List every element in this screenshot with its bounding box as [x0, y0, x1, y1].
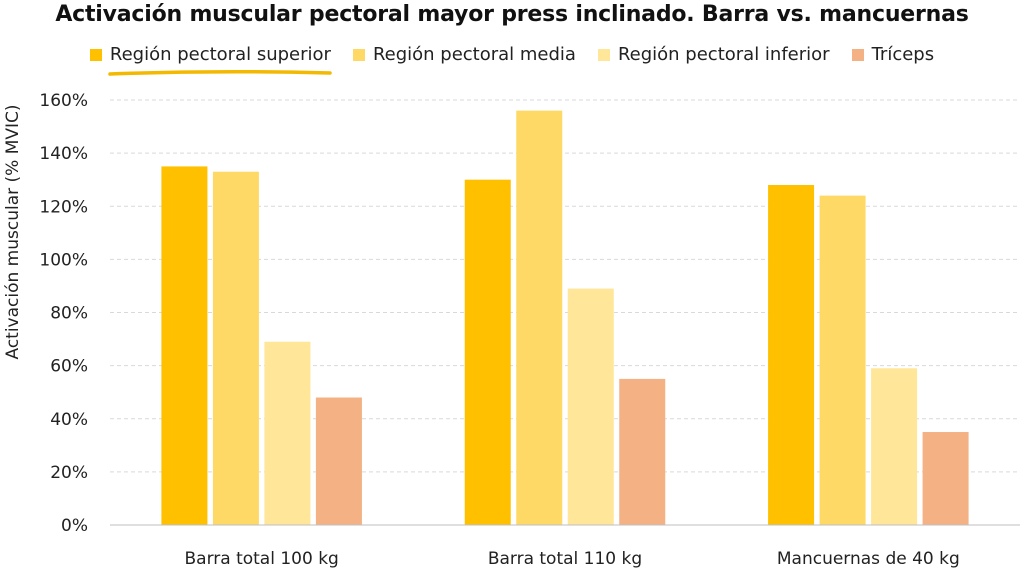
- y-tick-labels: 0% 20% 40% 60% 80% 100% 120% 140% 160%: [39, 91, 88, 536]
- chart-title: Activación muscular pectoral mayor press…: [55, 2, 969, 27]
- y-tick-label: 0%: [61, 516, 88, 536]
- category-label: Mancuernas de 40 kg: [777, 549, 960, 569]
- bar: [768, 185, 815, 525]
- legend-label-lower: Región pectoral inferior: [617, 44, 830, 65]
- bar: [264, 341, 311, 525]
- bar: [516, 110, 563, 525]
- bar: [161, 166, 208, 525]
- chart-legend: Región pectoral superior Región pectoral…: [0, 44, 1024, 65]
- y-tick-label: 140%: [39, 144, 88, 164]
- y-tick-label: 40%: [50, 410, 88, 430]
- y-tick-label: 20%: [50, 463, 88, 483]
- bar: [871, 368, 918, 525]
- bar: [922, 432, 969, 525]
- y-axis-label: Activación muscular (% MVIC): [3, 104, 23, 359]
- bar: [819, 195, 866, 525]
- highlight-underline: [108, 69, 332, 76]
- bar: [619, 378, 666, 525]
- y-tick-label: 80%: [50, 304, 88, 324]
- legend-swatch-upper: [89, 48, 102, 61]
- y-tick-label: 120%: [39, 197, 88, 217]
- legend-item-lower: Región pectoral inferior: [597, 44, 830, 65]
- bar: [212, 171, 259, 525]
- legend-item-triceps: Tríceps: [851, 44, 935, 65]
- y-tick-label: 100%: [39, 250, 88, 270]
- gridlines: [110, 99, 1020, 473]
- legend-label-upper: Región pectoral superior: [109, 44, 331, 65]
- bars: [161, 110, 969, 525]
- bar: [464, 179, 511, 525]
- legend-swatch-triceps: [851, 48, 864, 61]
- bar: [567, 288, 614, 525]
- legend-item-middle: Región pectoral media: [352, 44, 576, 65]
- category-label: Barra total 110 kg: [488, 549, 642, 569]
- legend-swatch-middle: [352, 48, 365, 61]
- y-tick-label: 60%: [50, 357, 88, 377]
- bar: [315, 397, 362, 525]
- y-tick-label: 160%: [39, 91, 88, 111]
- legend-label-middle: Región pectoral media: [372, 44, 576, 65]
- legend-label-triceps: Tríceps: [871, 44, 935, 65]
- category-labels: Barra total 100 kg Barra total 110 kg Manc…: [184, 549, 959, 569]
- legend-swatch-lower: [597, 48, 610, 61]
- legend-item-upper: Región pectoral superior: [89, 44, 331, 65]
- category-label: Barra total 100 kg: [184, 549, 338, 569]
